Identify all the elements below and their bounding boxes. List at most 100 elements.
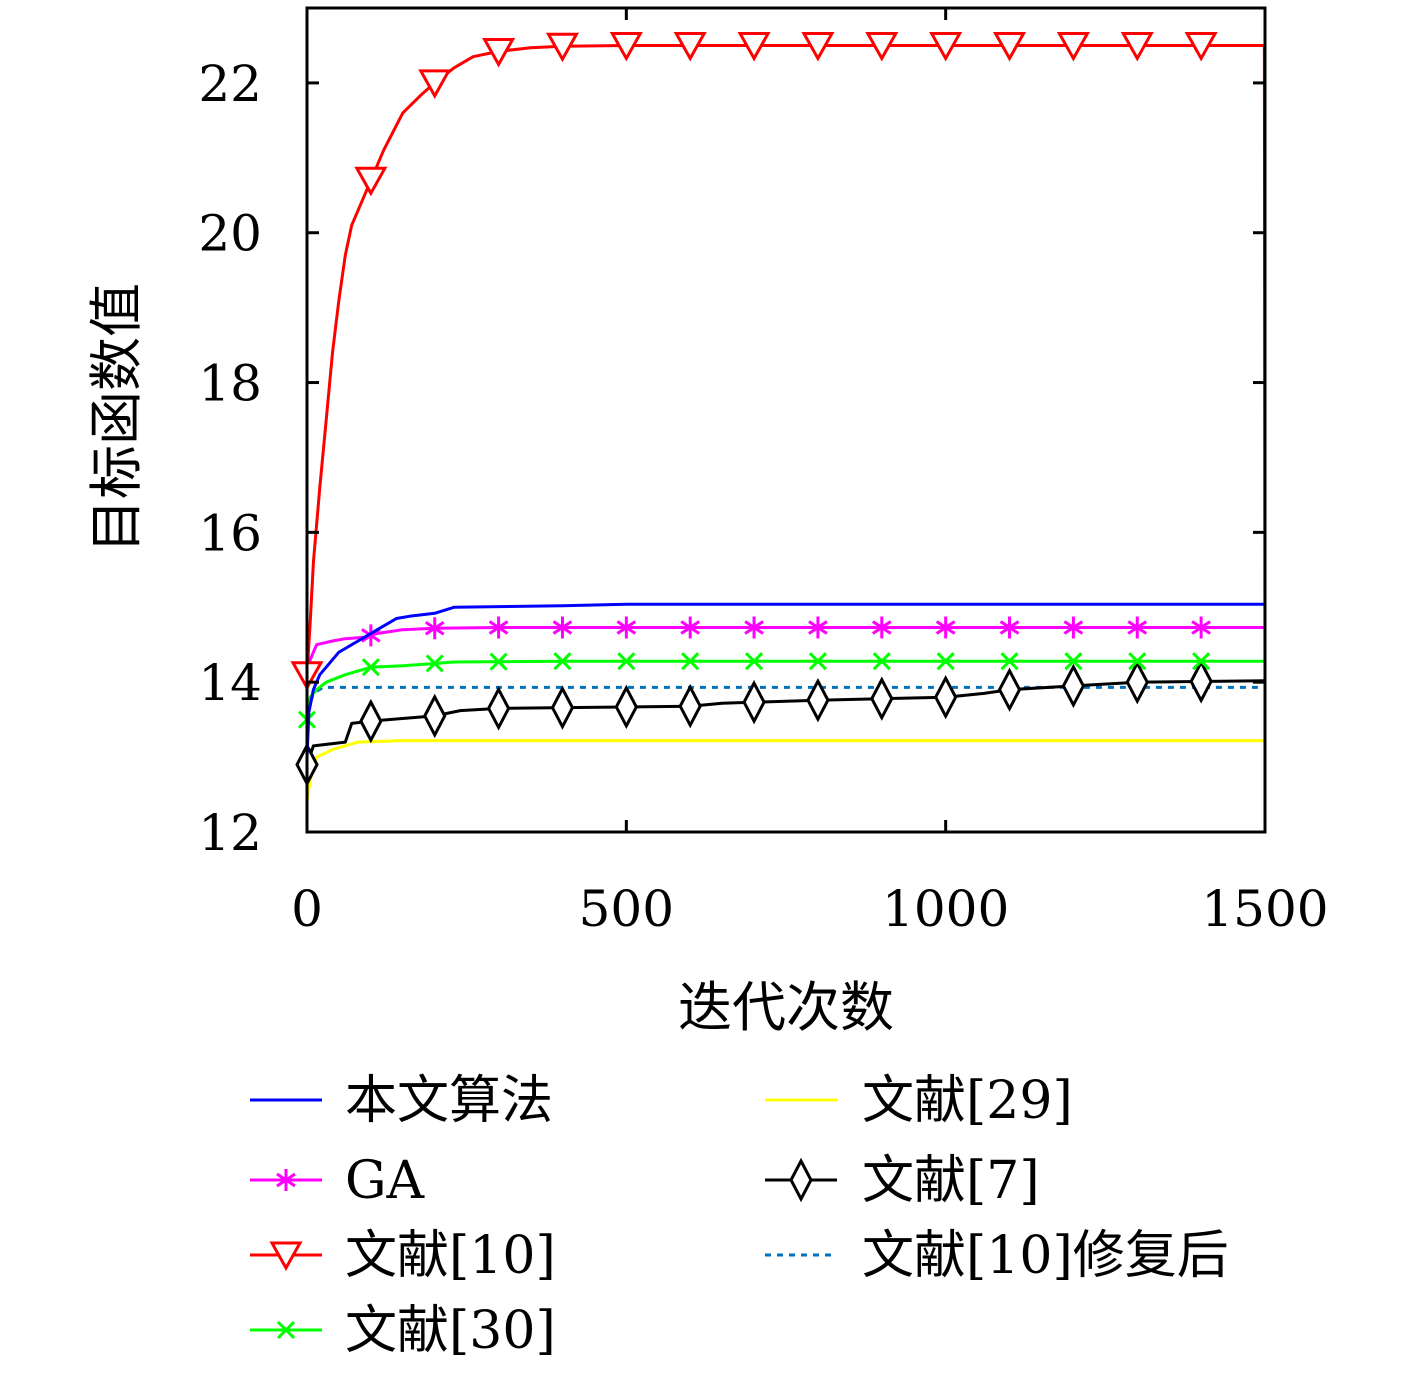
data-point-2-3 [488, 616, 509, 639]
legend-item-2: GA [250, 1151, 426, 1211]
legend: 本文算法 GA 文献[10] 文献[30] 文献[29] 文献[7] 文献[10]修复后 [250, 1071, 1229, 1361]
data-point-6-7 [678, 683, 702, 729]
data-point-2-12 [1063, 616, 1084, 639]
legend-label: 文献[29] [862, 1071, 1073, 1131]
data-point-3-2 [354, 166, 388, 197]
legend-marker [276, 1320, 296, 1340]
x-axis-title: 迭代次数 [678, 976, 894, 1039]
data-point-6-5 [550, 685, 575, 730]
legend-label: 文献[7] [862, 1151, 1040, 1211]
data-point-4-13 [1064, 652, 1083, 671]
data-point-2-10 [935, 616, 956, 639]
data-point-4-5 [553, 652, 572, 671]
legend-marker [789, 1157, 813, 1203]
legend-item-4: 文献[30] [250, 1301, 556, 1361]
data-point-3-12 [992, 31, 1027, 62]
data-point-3-7 [673, 31, 707, 62]
data-point-3-11 [929, 31, 963, 62]
data-point-3-3 [418, 69, 452, 99]
data-point-6-14 [1125, 659, 1149, 705]
legend-marker [269, 1241, 303, 1272]
y-tick-label: 16 [198, 504, 262, 562]
data-point-3-15 [1184, 31, 1218, 62]
data-point-4-4 [489, 652, 508, 671]
legend-item-3: 文献[10] [250, 1226, 556, 1286]
data-point-3-14 [1120, 31, 1154, 62]
data-point-3-6 [609, 31, 643, 62]
data-point-4-7 [681, 652, 700, 671]
data-point-6-10 [870, 676, 894, 721]
legend-item-1: 本文算法 [250, 1071, 553, 1131]
data-point-3-4 [482, 37, 516, 68]
series-1 [305, 602, 1265, 758]
series-3 [290, 31, 1267, 691]
data-point-4-11 [936, 652, 955, 671]
data-point-2-5 [616, 616, 637, 639]
data-point-3-8 [737, 31, 771, 62]
y-tick-label: 20 [198, 205, 262, 263]
x-tick-label: 500 [579, 880, 674, 938]
y-axis-title: 目标函数值 [85, 283, 148, 553]
data-point-2-4 [552, 616, 573, 639]
data-point-4-8 [745, 652, 764, 671]
data-point-6-8 [742, 679, 766, 725]
data-point-3-13 [1056, 31, 1090, 62]
series-line-4 [305, 659, 1265, 720]
data-point-6-13 [1061, 663, 1086, 709]
legend-marker [276, 1169, 296, 1191]
legend-item-5: 文献[29] [765, 1071, 1073, 1131]
legend-item-7: 文献[10]修复后 [765, 1226, 1229, 1286]
data-point-6-9 [806, 677, 830, 723]
series-7 [305, 685, 1265, 713]
series-line-7 [305, 685, 1265, 713]
data-point-4-15 [1192, 652, 1211, 671]
series-line-5 [305, 739, 1265, 803]
data-point-2-2 [424, 617, 445, 640]
legend-label: 文献[30] [345, 1301, 556, 1361]
y-tick-label: 22 [198, 55, 262, 113]
legend-label: 文献[10]修复后 [862, 1226, 1229, 1286]
data-point-6-11 [933, 674, 958, 720]
y-tick-label: 18 [198, 355, 262, 413]
y-tick-label: 14 [198, 654, 262, 712]
data-point-4-6 [617, 652, 636, 671]
data-point-6-4 [486, 686, 511, 731]
data-point-2-7 [744, 616, 764, 639]
data-point-2-14 [1191, 616, 1211, 639]
series-line-1 [305, 602, 1265, 758]
data-point-2-8 [808, 616, 828, 639]
series-line-6 [305, 679, 1266, 766]
series-line-2 [305, 626, 1265, 683]
data-point-6-12 [997, 667, 1022, 712]
series-5 [305, 739, 1265, 803]
x-tick-label: 1000 [882, 880, 1009, 938]
legend-label: 文献[10] [345, 1226, 556, 1286]
data-point-3-10 [865, 31, 899, 62]
data-point-2-13 [1127, 616, 1148, 639]
data-point-3-5 [545, 32, 580, 63]
data-point-4-2 [361, 658, 380, 677]
plot-frame [305, 6, 1267, 834]
x-tick-label: 1500 [1201, 880, 1328, 938]
data-point-6-15 [1189, 659, 1213, 704]
legend-label: 本文算法 [345, 1071, 553, 1131]
data-point-4-3 [425, 654, 444, 673]
legend-label: GA [345, 1151, 426, 1211]
data-point-4-9 [808, 652, 827, 671]
series-2 [305, 616, 1265, 683]
data-point-4-12 [1000, 652, 1019, 671]
data-point-4-14 [1128, 652, 1147, 671]
data-point-2-11 [999, 616, 1020, 639]
data-point-3-9 [801, 31, 835, 62]
x-tick-label: 0 [291, 880, 323, 938]
data-point-6-6 [614, 684, 639, 730]
legend-item-6: 文献[7] [765, 1151, 1040, 1211]
data-point-6-3 [423, 693, 447, 739]
data-point-2-1 [361, 624, 381, 647]
data-point-2-6 [680, 616, 701, 639]
series-line-3 [305, 44, 1267, 675]
y-tick-label: 12 [198, 804, 262, 862]
data-point-2-9 [871, 616, 892, 639]
series-4 [297, 652, 1265, 729]
